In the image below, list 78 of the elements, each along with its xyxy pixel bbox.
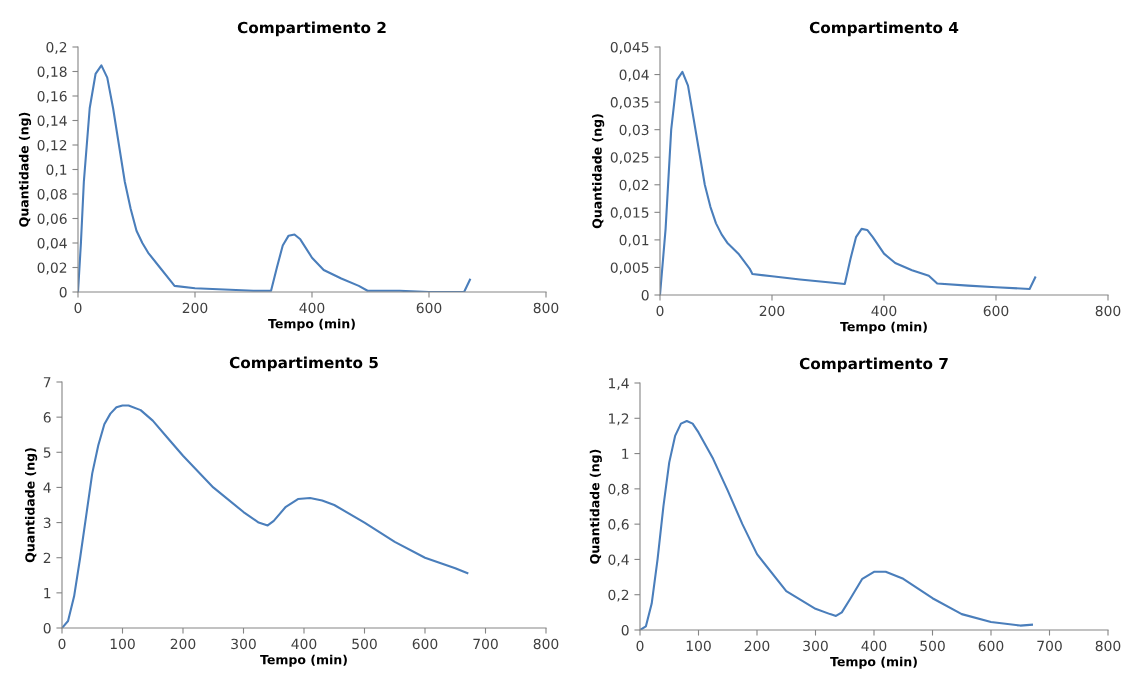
x-tick-label: 300 (231, 638, 256, 650)
x-tick-label: 700 (1037, 640, 1062, 652)
y-tick-label: 7 (43, 377, 51, 388)
x-axis-title: Tempo (min) (840, 321, 927, 334)
y-axis-title: Quantidade (ng) (592, 114, 605, 229)
x-tick-label: 600 (416, 302, 442, 314)
y-tick-label: 0 (641, 289, 649, 301)
y-tick-label: 0,005 (610, 262, 649, 275)
x-tick-label: 800 (1095, 305, 1121, 317)
y-tick-label: 0,2 (608, 589, 629, 602)
y-tick-label: 0,8 (608, 483, 629, 496)
y-tick-label: 0 (59, 286, 67, 298)
y-tick-label: 0,14 (37, 115, 67, 128)
y-tick-label: 0,035 (610, 97, 649, 109)
y-tick-label: 0,16 (37, 90, 67, 103)
y-tick-label: 0,045 (610, 41, 649, 54)
y-axis-title: Quantidade (ng) (18, 112, 32, 227)
x-tick-label: 400 (871, 305, 897, 317)
x-tick-label: 200 (744, 640, 770, 652)
x-axis-title: Tempo (min) (830, 656, 917, 669)
x-tick-label: 800 (533, 638, 559, 650)
x-tick-label: 400 (861, 640, 887, 652)
chart-title: Compartimento 5 (229, 356, 378, 372)
y-tick-label: 0,02 (619, 179, 649, 192)
y-tick-label: 0,4 (608, 554, 629, 567)
x-tick-label: 800 (533, 302, 559, 314)
x-tick-label: 800 (1095, 640, 1121, 652)
y-tick-label: 4 (43, 482, 51, 493)
y-tick-label: 3 (43, 517, 51, 529)
y-tick-label: 2 (43, 552, 51, 563)
x-tick-label: 500 (352, 638, 377, 650)
x-tick-label: 400 (299, 302, 325, 314)
x-tick-label: 100 (110, 638, 135, 650)
chart-title: Compartimento 2 (237, 21, 386, 37)
x-tick-label: 600 (978, 640, 1004, 652)
y-tick-label: 0,04 (37, 237, 67, 250)
y-tick-label: 0,12 (37, 139, 67, 152)
line-series (640, 419, 1033, 630)
y-tick-label: 0,04 (619, 69, 649, 82)
y-tick-label: 0,03 (619, 124, 649, 137)
y-tick-label: 0,2 (46, 41, 67, 54)
x-tick-label: 0 (74, 302, 82, 314)
x-axis-title: Tempo (min) (268, 318, 355, 331)
chart-title: Compartimento 7 (799, 357, 948, 373)
y-tick-label: 0,08 (37, 188, 67, 201)
y-tick-label: 0,01 (619, 234, 649, 247)
x-tick-label: 100 (686, 640, 711, 652)
x-tick-label: 500 (920, 640, 945, 652)
y-tick-label: 0,06 (37, 213, 67, 226)
y-tick-label: 0,18 (37, 66, 67, 79)
y-tick-label: 0,025 (610, 152, 649, 165)
y-tick-label: 6 (43, 412, 51, 423)
y-tick-label: 1 (44, 588, 51, 599)
line-series (78, 64, 471, 292)
y-tick-label: 0 (621, 624, 629, 636)
x-tick-label: 700 (473, 638, 498, 650)
y-axis-title: Quantidade (ng) (589, 449, 602, 564)
x-tick-label: 600 (412, 638, 438, 650)
x-tick-label: 200 (182, 302, 208, 314)
y-tick-label: 0,1 (46, 164, 67, 177)
y-tick-label: 1,4 (609, 378, 629, 390)
y-tick-label: 1,2 (609, 413, 629, 426)
line-series (62, 404, 469, 628)
x-tick-label: 600 (983, 305, 1009, 317)
y-axis-title: Quantidade (ng) (25, 448, 38, 563)
y-tick-label: 5 (43, 447, 51, 458)
x-tick-label: 300 (803, 640, 828, 652)
y-tick-label: 1 (622, 448, 629, 459)
x-axis-title: Tempo (min) (260, 654, 347, 667)
x-tick-label: 0 (656, 305, 664, 317)
x-tick-label: 200 (170, 638, 196, 650)
y-tick-label: 0,02 (37, 262, 67, 275)
chart-title: Compartimento 4 (809, 21, 959, 37)
x-tick-label: 400 (291, 638, 317, 650)
y-tick-label: 0 (43, 622, 51, 634)
y-tick-label: 0,6 (608, 519, 629, 532)
x-tick-label: 200 (759, 305, 785, 317)
y-tick-label: 0,015 (610, 207, 649, 220)
